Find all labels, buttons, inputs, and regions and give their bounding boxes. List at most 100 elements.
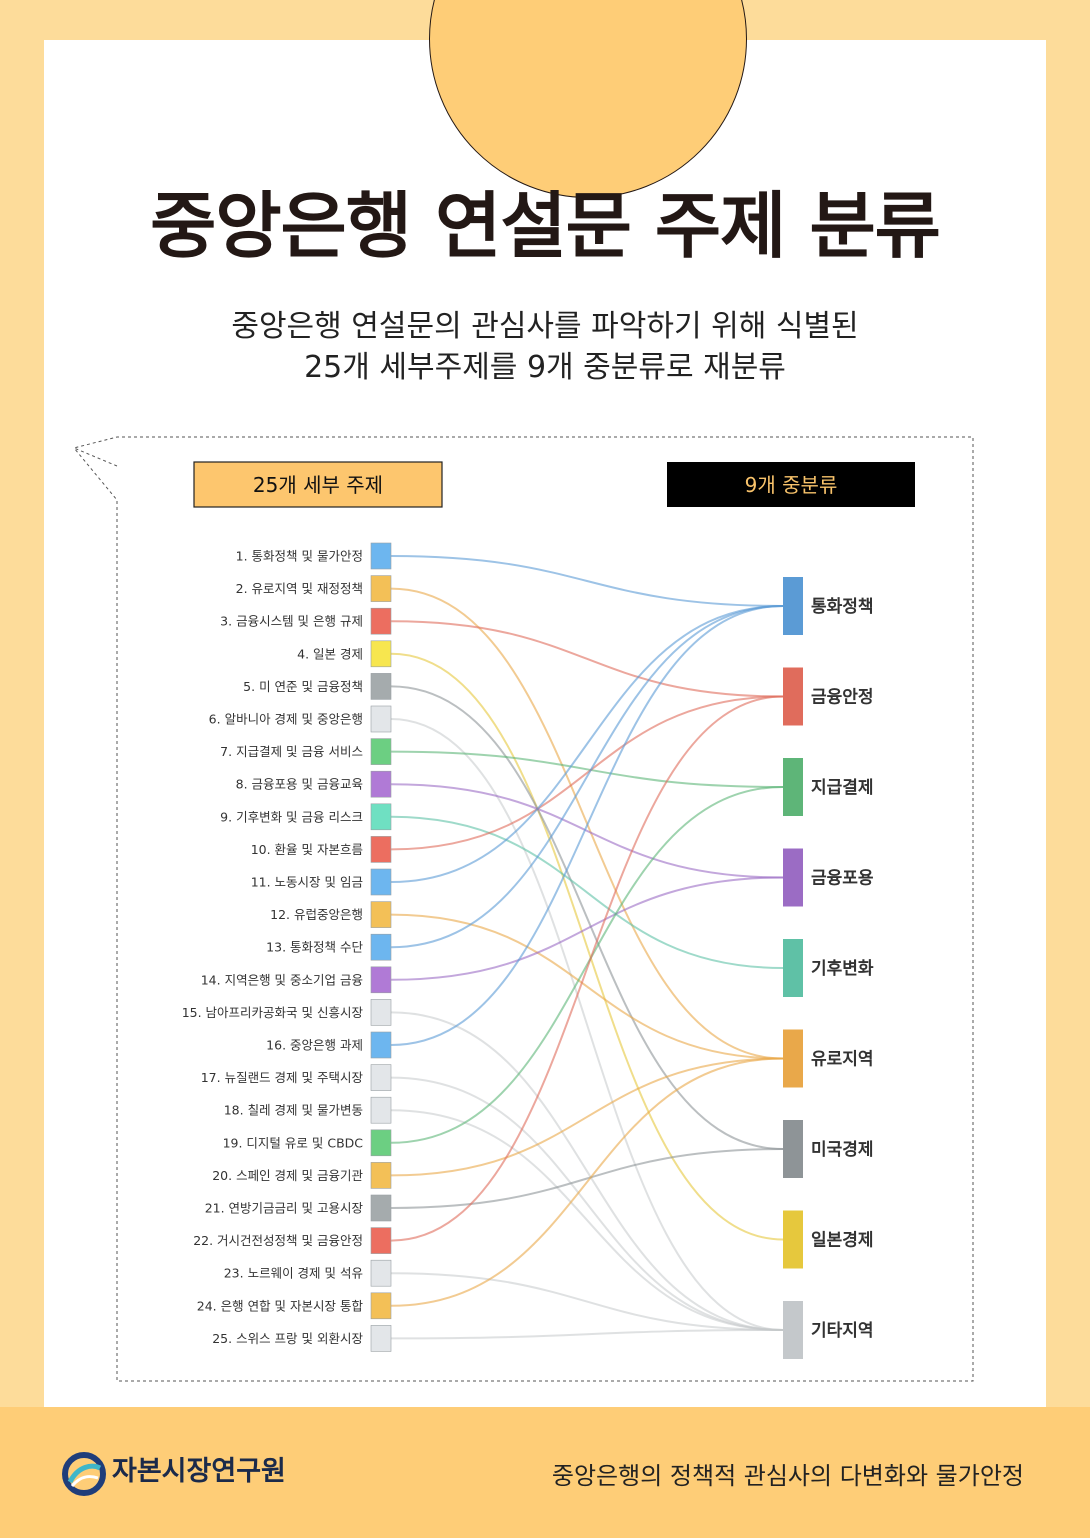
flow-link — [390, 1011, 784, 1331]
topic-node — [370, 966, 392, 994]
flow-link — [390, 695, 784, 851]
topic-node — [370, 1064, 392, 1091]
category-node — [783, 939, 803, 997]
topic-label: 14. 지역은행 및 중소기업 금융 — [201, 972, 363, 987]
left-header-label: 25개 세부 주제 — [253, 473, 383, 497]
topic-label: 21. 연방기금금리 및 고용시장 — [205, 1201, 364, 1216]
category-node — [783, 1210, 803, 1269]
page-title: 중앙은행 연설문 주제 분류 — [150, 184, 941, 268]
category-node — [783, 577, 803, 635]
topic-nodes: 1. 통화정책 및 물가안정 2. 유로지역 및 재정정책 3. 금융시스템 및 은… — [182, 542, 392, 1352]
category-label: 금융포용 — [811, 869, 874, 889]
org-name: 자본시장연구원 — [112, 1456, 286, 1487]
category-node — [783, 848, 803, 907]
topic-label: 15. 남아프리카공화국 및 신흥시장 — [182, 1005, 364, 1020]
topic-node — [370, 542, 392, 570]
topic-label: 23. 노르웨이 경제 및 석유 — [224, 1266, 363, 1281]
topic-node — [370, 1227, 392, 1254]
topic-node — [370, 1129, 392, 1157]
topic-label: 22. 거시건전성정책 및 금융안정 — [193, 1233, 363, 1248]
category-label: 통화정책 — [811, 597, 874, 617]
flow-link — [390, 695, 784, 1242]
topic-label: 16. 중앙은행 과제 — [266, 1038, 363, 1053]
flow-link — [390, 605, 784, 949]
topic-node — [370, 836, 392, 863]
topic-label: 8. 금융포용 및 금융교육 — [236, 777, 363, 792]
right-header-label: 9개 중분류 — [745, 473, 838, 497]
kcmi-logo-icon — [62, 1452, 106, 1496]
topic-node — [370, 1259, 392, 1287]
flow-link — [390, 1057, 784, 1307]
category-label: 일본경제 — [811, 1231, 874, 1251]
right-header-box — [667, 462, 915, 507]
topic-label: 10. 환율 및 자본흐름 — [251, 842, 363, 857]
topic-label: 2. 유로지역 및 재정정책 — [236, 581, 363, 596]
category-label: 미국경제 — [811, 1140, 874, 1160]
subtitle-line-1: 중앙은행 연설문의 관심사를 파악하기 위해 식별된 — [231, 309, 859, 344]
flow-link — [390, 1109, 784, 1331]
topic-node — [370, 1292, 392, 1320]
left-header-box — [193, 461, 443, 508]
topic-label: 1. 통화정책 및 물가안정 — [236, 549, 363, 564]
topic-label: 9. 기후변화 및 금융 리스크 — [220, 809, 363, 824]
topic-node — [370, 1096, 392, 1124]
flow-link — [390, 786, 784, 1144]
topic-label: 20. 스페인 경제 및 금융기관 — [212, 1168, 363, 1183]
flow-link — [390, 685, 784, 1150]
section-number: 3 — [430, 0, 746, 3]
flow-link — [390, 815, 784, 969]
topic-node — [370, 607, 392, 635]
topic-node — [370, 738, 392, 765]
topic-label: 3. 금융시스템 및 은행 규제 — [220, 614, 363, 629]
topic-label: 19. 디지털 유로 및 CBDC — [223, 1135, 364, 1150]
flow-link — [390, 1148, 784, 1209]
footer-caption: 중앙은행의 정책적 관심사의 다변화와 물가안정 — [551, 1462, 1024, 1490]
topic-label: 11. 노동시장 및 임금 — [251, 875, 363, 890]
flow-link — [390, 783, 784, 879]
topic-node — [370, 640, 392, 668]
category-node — [783, 667, 803, 726]
category-node — [783, 758, 803, 816]
topic-node — [370, 575, 392, 602]
topic-label: 6. 알바니아 경제 및 중앙은행 — [209, 712, 363, 727]
flow-link — [390, 605, 784, 1046]
category-node — [783, 1301, 803, 1359]
flow-link — [390, 1329, 784, 1340]
topic-node — [370, 999, 392, 1026]
topic-node — [370, 673, 392, 700]
subtitle-line-2: 25개 세부주제를 9개 중분류로 재분류 — [304, 350, 786, 385]
topic-node — [370, 803, 392, 831]
category-node — [783, 1120, 803, 1178]
flow-link — [390, 605, 784, 883]
topic-node — [370, 868, 392, 896]
flow-links — [390, 555, 784, 1340]
topic-label: 12. 유럽중앙은행 — [270, 907, 363, 922]
content-card: 3 — [44, 0, 1046, 1407]
topic-node — [370, 1031, 392, 1059]
category-label: 기후변화 — [811, 958, 874, 979]
diagram-frame — [72, 436, 974, 1382]
topic-label: 25. 스위스 프랑 및 외환시장 — [212, 1331, 363, 1346]
category-node — [783, 1029, 803, 1088]
flow-link — [390, 750, 784, 788]
flow-link — [390, 1272, 784, 1331]
topic-node — [370, 901, 392, 928]
category-label: 기타지역 — [811, 1321, 874, 1341]
flow-link — [390, 876, 784, 981]
flow-link — [390, 1057, 784, 1177]
topic-label: 4. 일본 경제 — [297, 646, 363, 661]
topic-label: 7. 지급결제 및 금융 서비스 — [220, 744, 363, 759]
category-label: 유로지역 — [811, 1050, 874, 1070]
topic-label: 24. 은행 연합 및 자본시장 통합 — [197, 1298, 364, 1313]
footer-bar — [0, 1407, 1090, 1538]
topic-label: 13. 통화정책 수단 — [266, 940, 363, 955]
topic-node — [370, 705, 392, 733]
topic-label: 18. 칠레 경제 및 물가변동 — [224, 1103, 363, 1118]
topic-node — [370, 1162, 392, 1189]
topic-label: 5. 미 연준 및 금융정책 — [243, 679, 363, 694]
flow-link — [390, 652, 784, 1241]
topic-node — [370, 933, 392, 961]
flow-link — [390, 555, 784, 607]
topic-node — [370, 1325, 392, 1352]
